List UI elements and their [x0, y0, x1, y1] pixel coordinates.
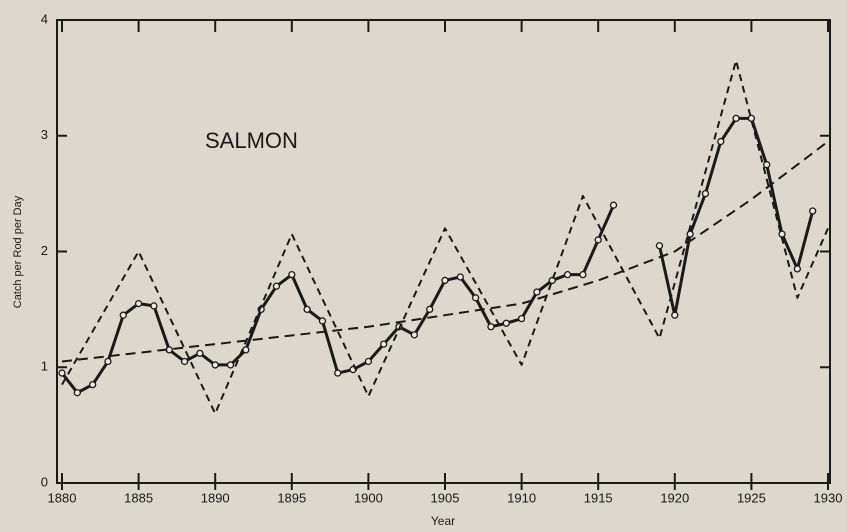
series-marker: [563, 270, 572, 279]
series-marker: [517, 314, 526, 323]
series-marker: [104, 357, 112, 366]
series-marker: [288, 270, 296, 279]
series-marker: [58, 369, 66, 377]
series-marker: [609, 201, 618, 209]
series-marker: [410, 331, 419, 339]
series-marker: [487, 323, 495, 331]
series-marker: [763, 161, 771, 169]
series-marker: [272, 282, 281, 290]
x-tick-label: 1930: [814, 490, 843, 505]
x-tick-label: 1910: [507, 490, 536, 505]
x-tick-label: 1925: [737, 490, 766, 505]
series-marker: [380, 340, 388, 348]
x-tick-label: 1900: [354, 490, 383, 505]
series-marker: [441, 276, 449, 285]
series-marker: [334, 369, 342, 377]
x-tick-label: 1905: [431, 490, 460, 505]
series-marker: [655, 242, 664, 250]
series-marker: [732, 114, 740, 123]
y-tick-label: 3: [41, 127, 48, 142]
x-tick-label: 1915: [584, 490, 613, 505]
series-marker: [303, 305, 311, 314]
series-marker: [211, 361, 219, 369]
series-marker: [196, 349, 204, 358]
series-marker: [471, 294, 480, 302]
series-marker: [242, 346, 250, 354]
x-tick-label: 1885: [124, 490, 153, 505]
series-marker: [701, 189, 710, 198]
series-marker: [793, 265, 802, 273]
series-marker: [502, 319, 510, 327]
series-marker: [364, 357, 373, 366]
series-marker: [318, 317, 327, 325]
series-marker: [119, 311, 127, 319]
x-tick-label: 1920: [660, 490, 689, 505]
series-marker: [671, 311, 679, 319]
series-marker: [686, 230, 694, 238]
series-marker: [134, 299, 143, 308]
series-marker: [426, 305, 434, 314]
y-tick-label: 0: [41, 474, 48, 489]
x-tick-label: 1880: [48, 490, 77, 505]
y-axis-label: Catch per Rod per Day: [12, 195, 24, 308]
series-marker: [579, 270, 587, 279]
series-marker: [456, 273, 464, 281]
y-tick-label: 2: [41, 243, 48, 258]
x-axis-label: Year: [431, 514, 455, 528]
series-marker: [809, 207, 817, 215]
series-marker: [180, 357, 189, 366]
series-marker: [747, 114, 756, 123]
y-tick-label: 4: [41, 11, 48, 26]
x-tick-label: 1895: [277, 490, 306, 505]
series-line: [61, 140, 829, 363]
series-marker: [150, 302, 158, 310]
series-marker: [533, 288, 541, 296]
x-tick-label: 1890: [201, 490, 230, 505]
series-marker: [226, 361, 235, 369]
series-marker: [88, 380, 97, 389]
series-marker: [717, 137, 725, 146]
y-tick-label: 1: [41, 359, 48, 374]
series-marker: [594, 236, 602, 244]
series-line: [61, 59, 829, 415]
annotation: SALMON: [205, 128, 298, 153]
series-marker: [73, 389, 81, 397]
